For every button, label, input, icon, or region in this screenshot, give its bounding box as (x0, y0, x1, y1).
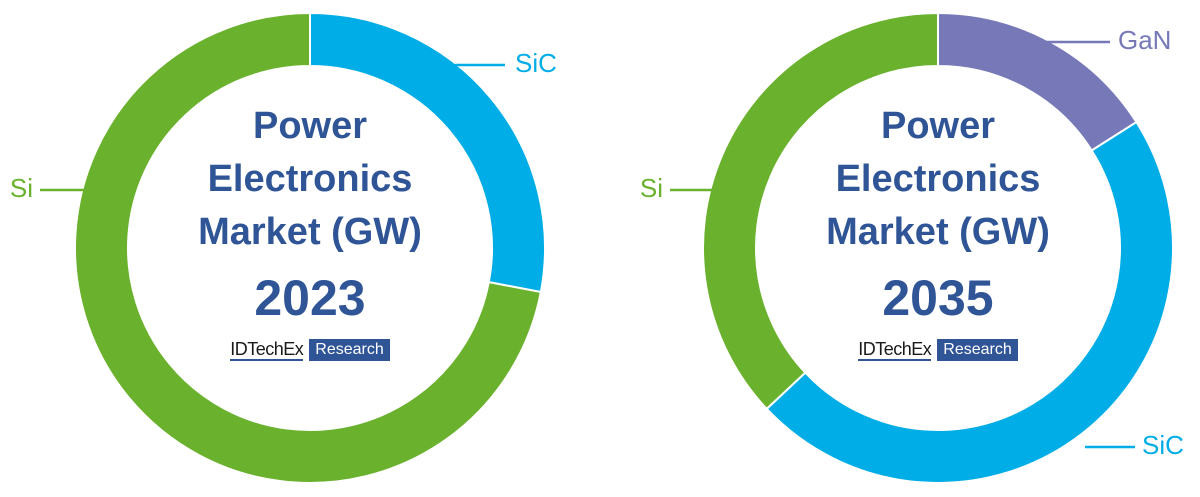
segment-label: SiC (1142, 430, 1184, 460)
logo-brand: IDTechEx (230, 339, 304, 361)
logo-brand: IDTechEx (858, 339, 932, 361)
logo-tag: Research (937, 339, 1018, 361)
logo-tag: Research (309, 339, 390, 361)
chart-year: 2023 (254, 270, 366, 326)
donut-segment (74, 11, 543, 484)
chart-title: Power Electronics Market (GW) (198, 105, 422, 253)
segment-label: Si (640, 173, 663, 203)
chart-title: Power Electronics Market (GW) (826, 105, 1050, 253)
segment-label: SiC (515, 48, 557, 78)
donut-segment (702, 11, 939, 411)
segment-label: Si (10, 173, 33, 203)
donut-segment (765, 120, 1174, 484)
chart-year: 2035 (882, 270, 994, 326)
center-text: Power Electronics Market (GW) 2035 IDTechE… (788, 100, 1088, 361)
logo: IDTechEx Research (788, 339, 1088, 361)
segment-label: GaN (1118, 25, 1171, 55)
logo: IDTechEx Research (160, 339, 460, 361)
center-text: Power Electronics Market (GW) 2023 IDTechE… (160, 100, 460, 361)
